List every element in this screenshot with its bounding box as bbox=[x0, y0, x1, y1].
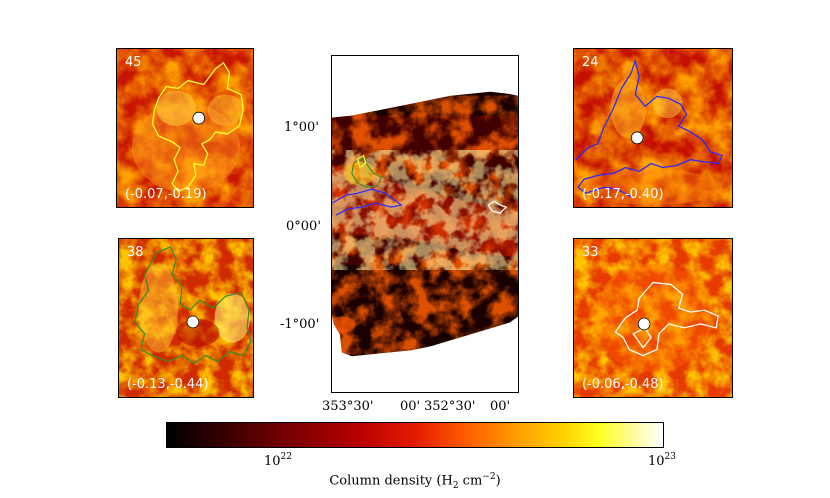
panel-24-marker bbox=[630, 131, 644, 145]
panel-33: 33 (-0.06,-0.48) bbox=[573, 238, 733, 398]
panel-24-map bbox=[574, 49, 732, 207]
panel-45-map bbox=[117, 49, 253, 207]
panel-33-map bbox=[574, 239, 732, 397]
x-tick-1: 353°30' bbox=[322, 399, 374, 414]
panel-33-id: 33 bbox=[582, 245, 599, 260]
panel-33-contour bbox=[614, 281, 719, 357]
panel-45-id: 45 bbox=[125, 55, 142, 70]
y-tick-minus1: -1°00' bbox=[280, 317, 320, 332]
main-map-contour-45 bbox=[357, 154, 367, 169]
colorbar-label-sup: −2 bbox=[482, 472, 496, 482]
x-tick-4: 00' bbox=[490, 399, 511, 414]
colorbar-min-tick: 1022 bbox=[264, 452, 292, 469]
panel-45-marker bbox=[192, 111, 206, 125]
panel-38-map bbox=[119, 239, 253, 397]
panel-45: 45 (-0.07,-0.19) bbox=[116, 48, 254, 208]
main-map-image bbox=[332, 56, 518, 392]
y-tick-0: 0°00' bbox=[286, 219, 321, 234]
panel-33-coord: (-0.06,-0.48) bbox=[582, 377, 664, 392]
colorbar-label-prefix: Column density (H bbox=[329, 473, 453, 489]
main-map-contour-33 bbox=[487, 200, 508, 214]
y-tick-1: 1°00' bbox=[284, 120, 319, 135]
panel-38-contour bbox=[134, 246, 252, 365]
colorbar-label-mid: cm bbox=[458, 473, 483, 489]
panel-38-coord: (-0.13,-0.44) bbox=[127, 377, 209, 392]
colorbar-max-tick: 1023 bbox=[648, 452, 676, 469]
panel-24-contour bbox=[577, 58, 724, 198]
panel-24: 24 (-0.17,-0.40) bbox=[573, 48, 733, 208]
panel-45-contour bbox=[151, 61, 244, 192]
colorbar-label: Column density (H2 cm−2) bbox=[0, 472, 830, 491]
colorbar-min-exp: 22 bbox=[280, 452, 292, 462]
colorbar-min-base: 10 bbox=[264, 454, 281, 469]
panel-33-marker bbox=[637, 317, 651, 331]
panel-38-id: 38 bbox=[127, 245, 144, 260]
colorbar-max-exp: 23 bbox=[664, 452, 676, 462]
main-map bbox=[331, 55, 519, 393]
colorbar-label-suffix: ) bbox=[495, 473, 501, 489]
colorbar-label-sub: 2 bbox=[452, 480, 459, 491]
colorbar bbox=[166, 422, 664, 448]
panel-38-marker bbox=[186, 315, 200, 329]
panel-24-id: 24 bbox=[582, 55, 599, 70]
main-map-contour-24 bbox=[332, 188, 403, 216]
colorbar-max-base: 10 bbox=[648, 454, 665, 469]
x-tick-2: 00' bbox=[400, 399, 421, 414]
panel-24-coord: (-0.17,-0.40) bbox=[582, 187, 664, 202]
panel-38: 38 (-0.13,-0.44) bbox=[118, 238, 254, 398]
x-tick-3: 352°30' bbox=[424, 399, 476, 414]
panel-45-coord: (-0.07,-0.19) bbox=[125, 187, 207, 202]
